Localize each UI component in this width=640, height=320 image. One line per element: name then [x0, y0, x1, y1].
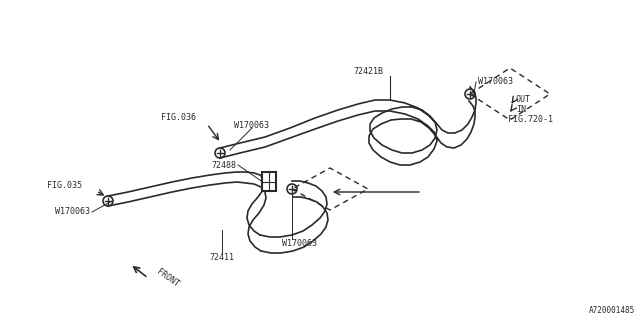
- Text: FIG.036: FIG.036: [161, 114, 196, 123]
- Text: 72421B: 72421B: [353, 68, 383, 76]
- Text: W170063: W170063: [282, 238, 317, 247]
- Text: W170063: W170063: [478, 77, 513, 86]
- Text: W170063: W170063: [234, 121, 269, 130]
- Polygon shape: [260, 181, 328, 253]
- Text: IN: IN: [516, 106, 526, 115]
- Text: 72411: 72411: [209, 253, 234, 262]
- Text: 72488: 72488: [211, 161, 236, 170]
- Text: FRONT: FRONT: [155, 267, 180, 289]
- Bar: [262, 172, 276, 191]
- Text: OUT: OUT: [516, 95, 531, 105]
- Text: FIG.035: FIG.035: [47, 180, 82, 189]
- Polygon shape: [220, 87, 476, 165]
- Polygon shape: [108, 172, 266, 251]
- Text: W170063: W170063: [55, 207, 90, 217]
- Text: FIG.720-1: FIG.720-1: [508, 116, 553, 124]
- Text: A720001485: A720001485: [589, 306, 635, 315]
